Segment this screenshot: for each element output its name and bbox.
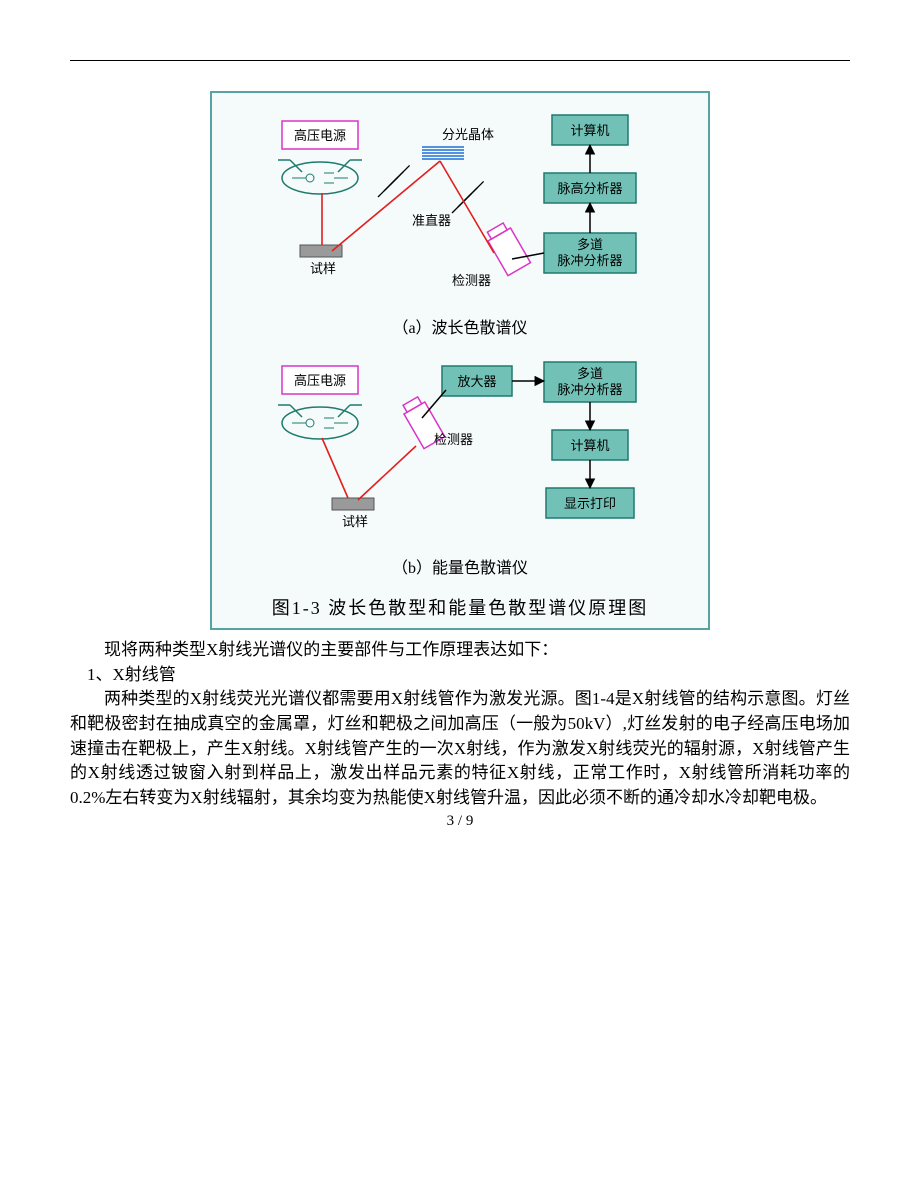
svg-text:试样: 试样 bbox=[310, 261, 336, 276]
figure-caption: 图1-3 波长色散型和能量色散型谱仪原理图 bbox=[222, 588, 698, 624]
svg-text:计算机: 计算机 bbox=[570, 438, 609, 453]
panel-a-caption: （a）波长色散谱仪 bbox=[222, 314, 698, 338]
page: 高压电源计算机脉高分析器多道脉冲分析器分光晶体准直器试样检测器 （a）波长色散谱… bbox=[0, 0, 920, 850]
svg-text:脉冲分析器: 脉冲分析器 bbox=[557, 253, 622, 268]
panel-b-diagram: 高压电源 放大器 多道脉冲分析器计算机显示打印 检测器试样 bbox=[222, 348, 698, 543]
panel-a-diagram: 高压电源 计算机脉高分析器多道脉冲分析器 分光晶体准直器试样检测器 bbox=[222, 103, 698, 303]
figure-box: 高压电源计算机脉高分析器多道脉冲分析器分光晶体准直器试样检测器 （a）波长色散谱… bbox=[210, 91, 710, 630]
svg-text:脉冲分析器: 脉冲分析器 bbox=[557, 382, 622, 397]
figure-container: 高压电源计算机脉高分析器多道脉冲分析器分光晶体准直器试样检测器 （a）波长色散谱… bbox=[70, 91, 850, 630]
intro-line: 现将两种类型X射线光谱仪的主要部件与工作原理表达如下： bbox=[70, 638, 850, 663]
svg-text:检测器: 检测器 bbox=[434, 432, 473, 447]
panel-b-caption: （b）能量色散谱仪 bbox=[222, 554, 698, 578]
body-text: 现将两种类型X射线光谱仪的主要部件与工作原理表达如下： 1、X射线管 两种类型的… bbox=[70, 638, 850, 810]
svg-text:高压电源: 高压电源 bbox=[294, 128, 346, 143]
svg-text:多道: 多道 bbox=[577, 366, 603, 381]
svg-text:高压电源: 高压电源 bbox=[294, 373, 346, 388]
page-number: 3 / 9 bbox=[0, 813, 920, 830]
svg-text:放大器: 放大器 bbox=[457, 374, 496, 389]
svg-text:试样: 试样 bbox=[342, 514, 368, 529]
paragraph-1: 两种类型的X射线荧光光谱仪都需要用X射线管作为激发光源。图1-4是X射线管的结构… bbox=[70, 687, 850, 810]
svg-text:显示打印: 显示打印 bbox=[564, 496, 616, 511]
top-rule bbox=[70, 60, 850, 61]
svg-text:脉高分析器: 脉高分析器 bbox=[557, 181, 622, 196]
section-heading-1: 1、X射线管 bbox=[70, 663, 850, 688]
svg-text:检测器: 检测器 bbox=[452, 273, 491, 288]
svg-text:计算机: 计算机 bbox=[570, 123, 609, 138]
svg-text:多道: 多道 bbox=[577, 237, 603, 252]
svg-text:准直器: 准直器 bbox=[412, 213, 451, 228]
svg-text:分光晶体: 分光晶体 bbox=[442, 127, 494, 142]
